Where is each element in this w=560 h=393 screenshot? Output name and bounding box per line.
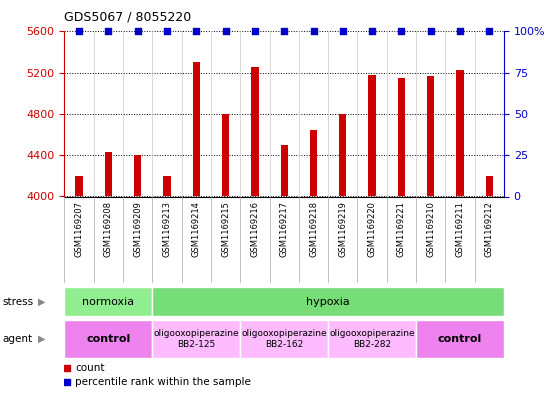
Text: GSM1169208: GSM1169208 <box>104 201 113 257</box>
Point <box>133 28 142 35</box>
Bar <box>398 78 405 196</box>
Text: percentile rank within the sample: percentile rank within the sample <box>76 377 251 387</box>
Point <box>426 28 435 35</box>
Point <box>485 28 494 35</box>
Bar <box>486 176 493 196</box>
Text: ▶: ▶ <box>38 297 45 307</box>
Text: hypoxia: hypoxia <box>306 297 350 307</box>
Text: stress: stress <box>3 297 34 307</box>
Text: ▶: ▶ <box>38 334 45 344</box>
Bar <box>328 320 416 358</box>
Point <box>397 28 406 35</box>
Point <box>192 28 201 35</box>
Text: GSM1169207: GSM1169207 <box>74 201 83 257</box>
Bar <box>456 70 464 196</box>
Text: oligooxopiperazine
BB2-282: oligooxopiperazine BB2-282 <box>329 329 415 349</box>
Text: GSM1169215: GSM1169215 <box>221 201 230 257</box>
Bar <box>164 176 171 196</box>
Text: normoxia: normoxia <box>82 297 134 307</box>
Text: GSM1169218: GSM1169218 <box>309 201 318 257</box>
Text: oligooxopiperazine
BB2-162: oligooxopiperazine BB2-162 <box>241 329 327 349</box>
Point <box>104 28 113 35</box>
Bar <box>134 155 141 196</box>
Bar <box>105 152 112 196</box>
Bar <box>281 145 288 196</box>
Point <box>162 28 171 35</box>
Point <box>221 28 230 35</box>
Bar <box>240 320 328 358</box>
Text: GSM1169210: GSM1169210 <box>426 201 435 257</box>
Text: GDS5067 / 8055220: GDS5067 / 8055220 <box>64 11 192 24</box>
Bar <box>64 287 152 316</box>
Text: agent: agent <box>3 334 33 344</box>
Bar <box>310 130 317 196</box>
Text: GSM1169209: GSM1169209 <box>133 201 142 257</box>
Bar <box>152 320 240 358</box>
Bar <box>76 176 83 196</box>
Text: GSM1169212: GSM1169212 <box>485 201 494 257</box>
Text: GSM1169213: GSM1169213 <box>162 201 171 257</box>
Point <box>338 28 347 35</box>
Text: GSM1169216: GSM1169216 <box>250 201 259 257</box>
Bar <box>416 320 504 358</box>
Point <box>74 28 83 35</box>
Point <box>280 28 289 35</box>
Point <box>309 28 318 35</box>
Text: count: count <box>76 364 105 373</box>
Bar <box>64 320 152 358</box>
Point <box>250 28 259 35</box>
Bar <box>193 62 200 196</box>
Text: GSM1169217: GSM1169217 <box>279 201 289 257</box>
Text: oligooxopiperazine
BB2-125: oligooxopiperazine BB2-125 <box>153 329 239 349</box>
Bar <box>152 287 504 316</box>
Text: control: control <box>438 334 482 344</box>
Bar <box>368 75 376 196</box>
Point <box>456 28 465 35</box>
Bar <box>427 76 435 196</box>
Bar <box>339 114 347 196</box>
Point <box>367 28 376 35</box>
Text: GSM1169219: GSM1169219 <box>338 201 347 257</box>
Bar <box>251 66 259 196</box>
Text: GSM1169211: GSM1169211 <box>455 201 465 257</box>
Text: GSM1169220: GSM1169220 <box>367 201 377 257</box>
Text: GSM1169221: GSM1169221 <box>397 201 406 257</box>
Text: control: control <box>86 334 130 344</box>
Text: GSM1169214: GSM1169214 <box>192 201 201 257</box>
Bar <box>222 114 229 196</box>
